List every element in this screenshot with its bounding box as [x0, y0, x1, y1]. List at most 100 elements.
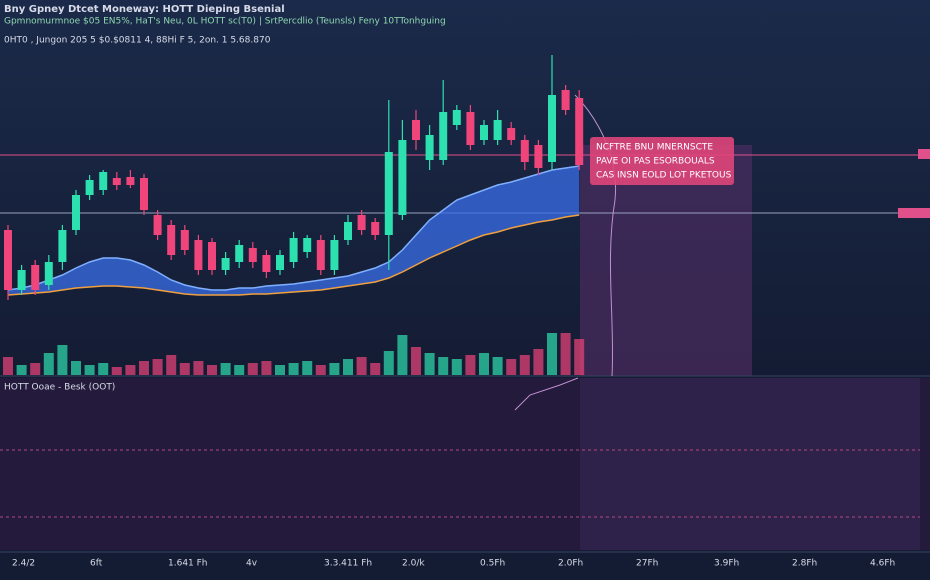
volume-bar: [57, 345, 68, 375]
band-lower-line: [7, 214, 580, 296]
candle-body: [412, 120, 420, 140]
candle-body: [31, 265, 40, 290]
x-tick-label: 27Fh: [636, 559, 658, 569]
candle-body: [153, 215, 162, 235]
volume-bar: [43, 353, 54, 375]
volume-bar: [370, 363, 381, 375]
candle-body: [303, 238, 312, 252]
volume-bar: [438, 357, 449, 375]
candle-body: [384, 152, 393, 235]
band-upper-line: [7, 165, 580, 291]
candle-body: [575, 98, 584, 165]
candle-body: [398, 140, 407, 215]
candle-body: [480, 125, 488, 140]
candle-body: [439, 112, 448, 160]
x-tick-label: 2.4/2: [12, 559, 35, 569]
volume-bar: [424, 353, 435, 375]
chart-title: Bny Gpney Dtcet Moneway: HOTT Dieping Bs…: [4, 4, 285, 15]
price-badge: [898, 208, 930, 218]
volume-bar: [166, 355, 177, 375]
x-tick-label: 4v: [246, 559, 258, 569]
candle-body: [17, 270, 26, 290]
candle-body: [466, 112, 475, 145]
candle-body: [72, 195, 80, 230]
volume-bar: [451, 359, 462, 375]
candle-body: [330, 240, 339, 270]
chart-subtitle: Gpmnomurmnoe $05 EN5%, HaT's Neu, 0L HOT…: [4, 17, 446, 27]
price-badge: [918, 149, 930, 159]
candle-body: [371, 222, 380, 235]
x-tick-label: 0.5Fh: [480, 559, 505, 569]
candle-body: [167, 225, 176, 255]
volume-bar: [152, 359, 163, 375]
volume-bar: [492, 357, 503, 375]
candle-body: [493, 120, 502, 140]
candle-body: [248, 248, 257, 262]
volume-bar: [30, 363, 41, 375]
volume-bar: [139, 361, 149, 375]
volume-bar: [560, 333, 571, 375]
volume-bar: [411, 347, 421, 375]
volume-bar: [84, 365, 95, 375]
volume-bar: [343, 359, 353, 375]
candle-body: [99, 172, 108, 190]
main-panel: [0, 0, 930, 376]
candle-body: [180, 230, 189, 250]
volume-bar: [506, 359, 517, 375]
candle-body: [276, 255, 284, 270]
x-tick-label: 4.6Fh: [870, 559, 895, 569]
trend-curve: [514, 377, 579, 411]
volume-bar: [315, 365, 326, 375]
lower-shade: [580, 378, 920, 550]
volume-bar: [288, 363, 299, 375]
volume-bar: [16, 365, 27, 375]
x-tick-label: 2.0/k: [402, 559, 425, 569]
candle-body: [520, 140, 529, 162]
candle-body: [262, 255, 271, 272]
candle-body: [534, 145, 543, 168]
volume-bar: [261, 361, 272, 375]
annotation-box: [590, 137, 734, 185]
volume-bar: [275, 365, 285, 375]
candle-body: [316, 240, 325, 270]
candle-body: [4, 230, 12, 290]
volume-bar: [574, 339, 585, 375]
volume-bar: [220, 363, 231, 375]
x-tick-label: 1.641 Fh: [168, 559, 208, 569]
candle-body: [85, 180, 94, 195]
volume-bar: [533, 349, 544, 375]
volume-bar: [179, 363, 190, 375]
volume-bar: [383, 351, 394, 375]
volume-bar: [547, 333, 557, 375]
candle-body: [126, 177, 135, 185]
volume-bar: [98, 363, 109, 375]
volume-bar: [234, 365, 245, 375]
volume-bar: [519, 355, 530, 375]
volume-bar: [329, 363, 340, 375]
volume-bar: [397, 335, 408, 375]
volume-bar: [356, 357, 367, 375]
candle-body: [344, 222, 352, 240]
candle-body: [357, 215, 366, 230]
info-line: 0HT0 , Jungon 205 5 $0.$0811 4, 88Hi F 5…: [4, 36, 271, 46]
candle-body: [289, 238, 298, 262]
volume-bar: [465, 355, 476, 375]
x-tick-label: 3.3.411 Fh: [324, 559, 372, 569]
x-tick-label: 2.8Fh: [792, 559, 817, 569]
candle-body: [58, 230, 67, 262]
volume-bar: [111, 367, 122, 375]
candle-body: [235, 245, 244, 262]
candle-body: [507, 128, 516, 140]
volume-bar: [125, 365, 136, 375]
candle-body: [140, 178, 148, 210]
volume-bar: [193, 361, 204, 375]
candle-body: [194, 240, 203, 270]
x-tick-label: 3.9Fh: [714, 559, 739, 569]
annotation-text: CAS INSN EOLD LOT PKETOUS: [596, 171, 732, 181]
annotation-text: NCFTRE BNU MNERNSCTE: [596, 143, 713, 153]
candle-body: [548, 95, 556, 162]
candle-body: [425, 135, 434, 160]
annotation-text: PAVE OI PAS ESORBOUALS: [596, 157, 715, 167]
